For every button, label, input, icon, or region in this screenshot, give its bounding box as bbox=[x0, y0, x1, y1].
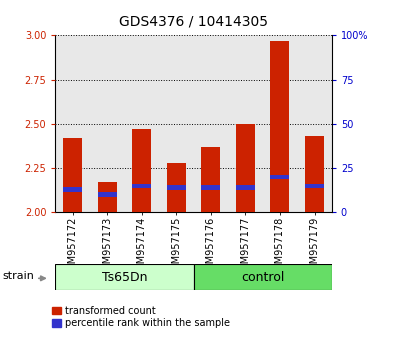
Text: Ts65Dn: Ts65Dn bbox=[102, 270, 147, 284]
Bar bbox=[297, 35, 332, 212]
Bar bbox=[228, 35, 263, 212]
Bar bbox=[90, 35, 124, 212]
Legend: transformed count, percentile rank within the sample: transformed count, percentile rank withi… bbox=[52, 306, 230, 328]
Bar bbox=[194, 35, 228, 212]
Bar bbox=[167, 185, 186, 190]
Bar bbox=[55, 35, 90, 212]
Text: strain: strain bbox=[3, 271, 35, 281]
Bar bbox=[63, 138, 82, 212]
Bar bbox=[55, 264, 194, 290]
Bar bbox=[271, 41, 290, 212]
Bar bbox=[271, 175, 290, 179]
Bar bbox=[98, 193, 117, 197]
Bar bbox=[63, 187, 82, 192]
Bar bbox=[124, 35, 159, 212]
Bar bbox=[167, 163, 186, 212]
Bar bbox=[159, 35, 194, 212]
Text: GDS4376 / 10414305: GDS4376 / 10414305 bbox=[119, 14, 268, 28]
Bar bbox=[236, 185, 255, 190]
Bar bbox=[201, 147, 220, 212]
Bar bbox=[194, 264, 332, 290]
Bar bbox=[132, 129, 151, 212]
Bar bbox=[305, 136, 324, 212]
Bar bbox=[236, 124, 255, 212]
Text: control: control bbox=[241, 270, 284, 284]
Bar bbox=[132, 184, 151, 188]
Bar bbox=[201, 185, 220, 190]
Bar bbox=[305, 184, 324, 188]
Bar bbox=[98, 182, 117, 212]
Bar bbox=[263, 35, 297, 212]
